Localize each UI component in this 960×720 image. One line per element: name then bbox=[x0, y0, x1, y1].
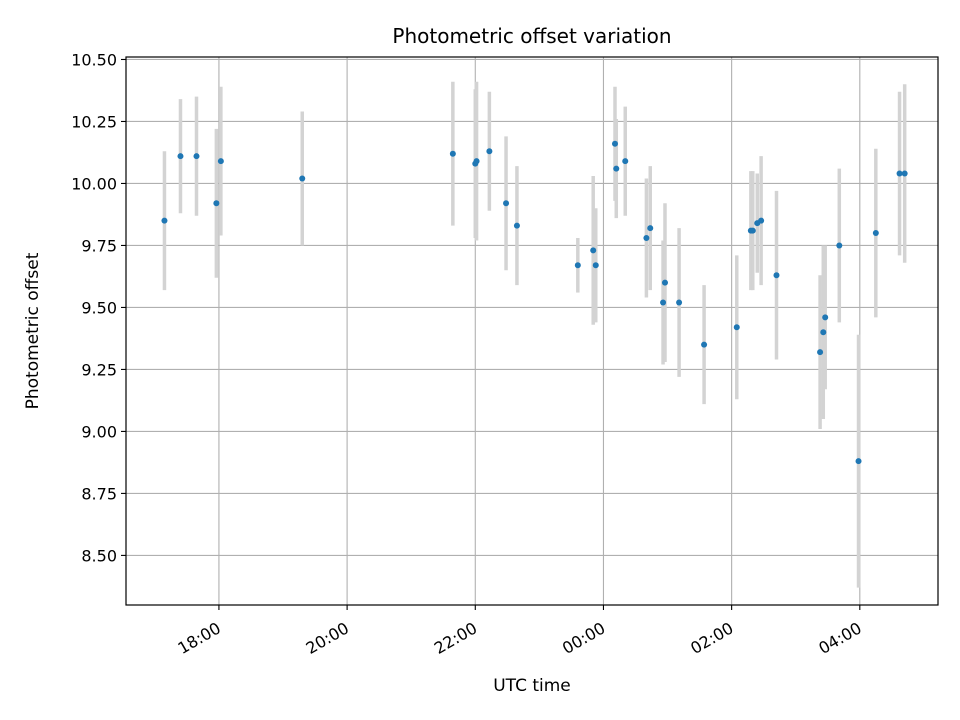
grid-lines bbox=[126, 57, 938, 605]
y-tick-label: 10.25 bbox=[71, 112, 117, 131]
data-point bbox=[574, 262, 581, 269]
data-point bbox=[503, 200, 510, 207]
y-tick-label: 9.00 bbox=[81, 422, 117, 441]
data-point bbox=[822, 314, 829, 321]
y-tick-label: 9.75 bbox=[81, 236, 117, 255]
data-point bbox=[855, 458, 862, 465]
data-point bbox=[661, 279, 668, 286]
data-point bbox=[901, 170, 908, 177]
data-points bbox=[161, 140, 908, 465]
data-point bbox=[872, 230, 879, 237]
y-tick-label: 9.25 bbox=[81, 360, 117, 379]
data-point bbox=[213, 200, 220, 207]
data-point bbox=[817, 349, 824, 356]
y-tick-label: 8.75 bbox=[81, 484, 117, 503]
chart-title: Photometric offset variation bbox=[392, 24, 671, 48]
data-point bbox=[592, 262, 599, 269]
y-tick-label: 8.50 bbox=[81, 546, 117, 565]
data-point bbox=[647, 225, 654, 232]
data-point bbox=[701, 341, 708, 348]
data-point bbox=[486, 148, 493, 155]
data-point bbox=[896, 170, 903, 177]
x-axis-title: UTC time bbox=[493, 676, 571, 696]
data-point bbox=[299, 175, 306, 182]
data-point bbox=[622, 158, 629, 165]
data-point bbox=[217, 158, 224, 165]
y-tick-label: 9.50 bbox=[81, 298, 117, 317]
data-point bbox=[773, 272, 780, 279]
y-tick-label: 10.50 bbox=[71, 50, 117, 69]
data-point bbox=[590, 247, 597, 254]
data-point bbox=[643, 235, 650, 242]
data-point bbox=[473, 158, 480, 165]
data-point bbox=[161, 217, 168, 224]
data-point bbox=[177, 153, 184, 160]
data-point bbox=[758, 217, 765, 224]
data-point bbox=[820, 329, 827, 336]
data-point bbox=[611, 140, 618, 147]
data-point bbox=[193, 153, 200, 160]
data-point bbox=[660, 299, 667, 306]
data-point bbox=[613, 165, 620, 172]
plot-area-frame bbox=[125, 56, 939, 606]
y-axis-title: Photometric offset bbox=[23, 252, 43, 409]
data-point bbox=[733, 324, 740, 331]
data-point bbox=[676, 299, 683, 306]
data-point bbox=[749, 227, 756, 234]
data-point bbox=[836, 242, 843, 249]
data-point bbox=[513, 222, 520, 229]
y-tick-label: 10.00 bbox=[71, 174, 117, 193]
data-point bbox=[449, 150, 456, 157]
